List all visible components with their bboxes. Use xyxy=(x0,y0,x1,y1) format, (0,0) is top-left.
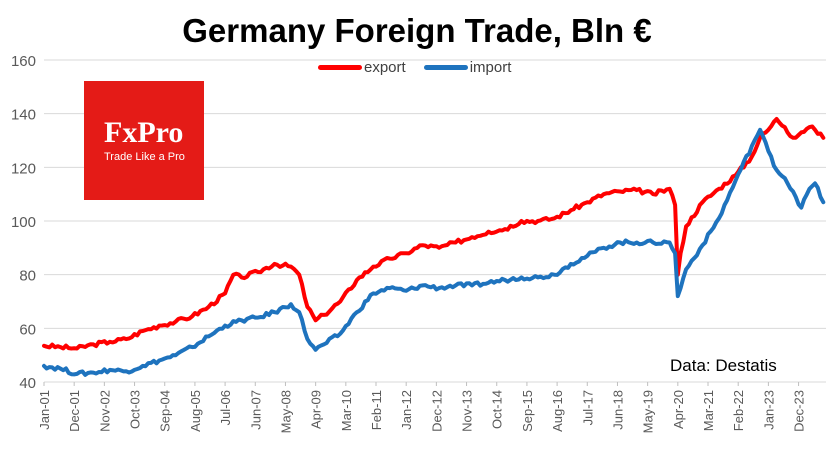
x-tick-label: Dec-12 xyxy=(429,390,444,432)
x-tick-label: Jan-23 xyxy=(761,390,776,430)
x-tick-label: Mar-21 xyxy=(701,390,716,431)
logo-tagline: Trade Like a Pro xyxy=(104,151,185,163)
legend-label-import: import xyxy=(469,58,512,76)
x-tick-label: Apr-09 xyxy=(309,390,324,429)
y-tick-label: 160 xyxy=(11,53,36,70)
logo-brand: FxPro xyxy=(104,116,184,149)
legend-item-export: export xyxy=(318,59,406,76)
x-tick-label: Nov-13 xyxy=(460,390,475,432)
y-tick-label: 140 xyxy=(11,107,36,124)
y-tick-label: 100 xyxy=(11,214,36,231)
x-tick-label: Aug-16 xyxy=(550,390,565,432)
series-line-export xyxy=(42,117,826,351)
x-tick-label: Aug-05 xyxy=(188,390,203,432)
x-tick-label: Feb-22 xyxy=(731,390,746,431)
x-tick-label: Jan-12 xyxy=(399,390,414,430)
legend-item-import: import xyxy=(423,58,512,76)
y-tick-label: 120 xyxy=(11,160,36,177)
x-tick-label: Nov-02 xyxy=(97,390,112,432)
x-tick-label: Feb-11 xyxy=(369,390,384,430)
x-tick-label: May-19 xyxy=(641,390,656,433)
legend-swatch-export xyxy=(318,64,362,70)
y-tick-label: 40 xyxy=(19,375,36,392)
x-tick-label: Sep-15 xyxy=(520,390,535,432)
x-tick-label: Dec-01 xyxy=(67,390,82,432)
x-tick-label: Jan-01 xyxy=(37,390,52,430)
x-tick-label: Sep-04 xyxy=(158,390,173,432)
x-tick-label: Jun-18 xyxy=(610,390,625,430)
fxpro-logo: FxPro Trade Like a Pro xyxy=(84,81,204,200)
x-tick-label: Oct-03 xyxy=(128,390,143,429)
x-tick-label: May-08 xyxy=(278,390,293,433)
legend-label-export: export xyxy=(364,58,406,76)
series-line-import xyxy=(42,127,826,377)
data-source-note: Data: Destatis xyxy=(670,356,777,375)
legend: export import xyxy=(318,57,529,77)
y-tick-label: 80 xyxy=(19,268,36,285)
x-tick-label: Oct-14 xyxy=(490,390,505,429)
x-tick-label: Jul-06 xyxy=(218,390,233,425)
legend-swatch-import xyxy=(423,64,468,70)
x-tick-label: Mar-10 xyxy=(339,390,354,431)
y-tick-label: 60 xyxy=(19,321,36,338)
x-tick-label: Dec-23 xyxy=(792,390,807,432)
chart-title: Germany Foreign Trade, Bln € xyxy=(182,12,652,49)
x-tick-label: Apr-20 xyxy=(671,390,686,429)
x-tick-label: Jul-17 xyxy=(580,390,595,425)
x-tick-label: Jun-07 xyxy=(248,390,263,430)
